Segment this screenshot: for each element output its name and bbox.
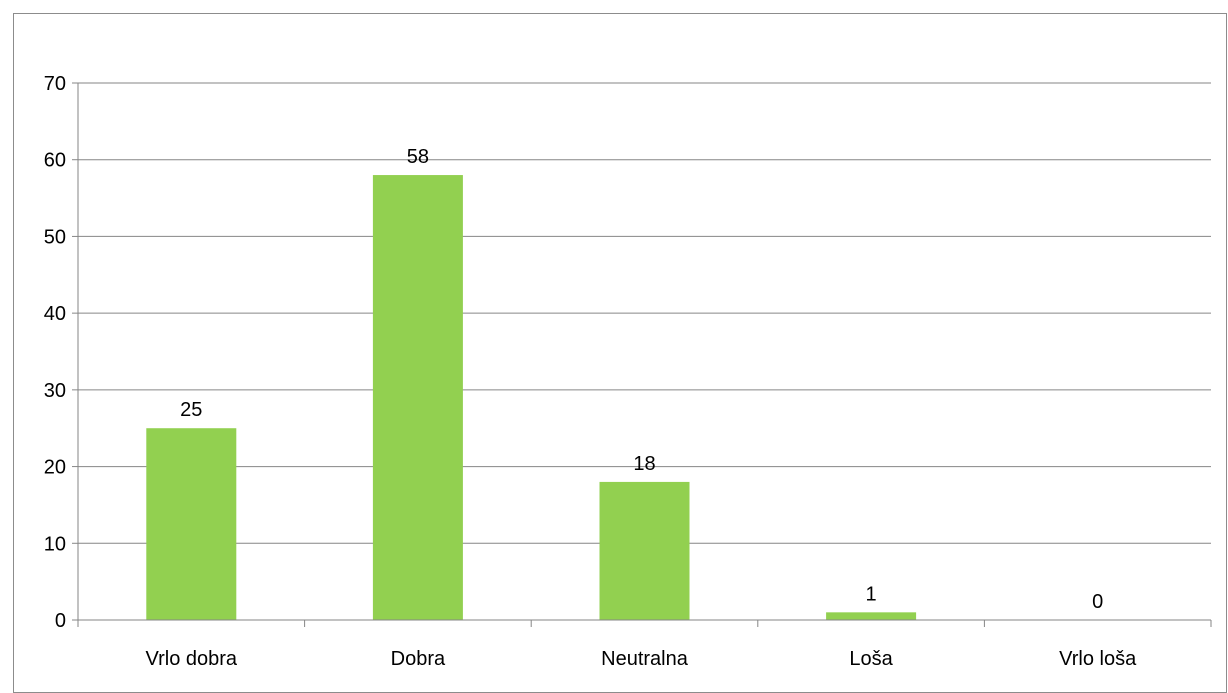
y-tick-label: 40: [44, 303, 66, 325]
x-category-label: Loša: [849, 648, 893, 670]
data-label: 18: [633, 453, 655, 475]
bar: [826, 612, 917, 620]
bars: [146, 175, 917, 621]
axes: [72, 82, 1212, 627]
bar: [372, 175, 463, 621]
data-label: 1: [866, 583, 877, 605]
y-tick-label: 70: [44, 73, 66, 95]
bar: [599, 481, 690, 620]
data-label: 0: [1092, 591, 1103, 613]
y-tick-label: 60: [44, 150, 66, 172]
y-tick-label: 0: [55, 610, 66, 632]
y-tick-label: 50: [44, 226, 66, 248]
y-tick-label: 20: [44, 457, 66, 479]
y-tick-label: 30: [44, 380, 66, 402]
gridlines: [78, 82, 1211, 544]
x-category-label: Vrlo dobra: [146, 648, 238, 670]
x-category-label: Vrlo loša: [1059, 648, 1137, 670]
y-tick-label: 10: [44, 533, 66, 555]
data-label: 25: [180, 399, 202, 421]
x-category-label: Dobra: [391, 648, 446, 670]
data-label: 58: [407, 146, 429, 168]
x-category-label: Neutralna: [601, 648, 689, 670]
bar: [146, 428, 237, 620]
